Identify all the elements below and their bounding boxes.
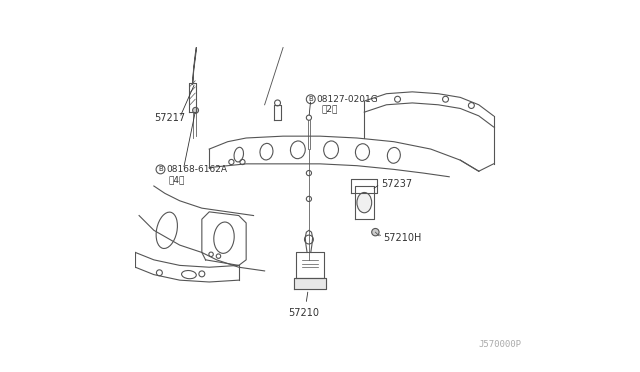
Text: 57237: 57237 — [381, 179, 412, 189]
Text: 57210: 57210 — [288, 308, 319, 318]
Text: 57210H: 57210H — [383, 233, 422, 243]
Text: J570000P: J570000P — [479, 340, 522, 349]
Text: 08168-6162A: 08168-6162A — [166, 165, 227, 174]
Text: B: B — [308, 96, 313, 102]
Polygon shape — [294, 278, 326, 289]
Ellipse shape — [357, 192, 372, 213]
Circle shape — [193, 108, 198, 113]
Text: 、4〉: 、4〉 — [168, 175, 185, 184]
Text: 08127-0201G: 08127-0201G — [316, 95, 378, 104]
Text: 、2〉: 、2〉 — [322, 105, 338, 114]
Text: B: B — [158, 166, 163, 172]
Text: 57217: 57217 — [154, 113, 185, 123]
Circle shape — [372, 228, 379, 236]
